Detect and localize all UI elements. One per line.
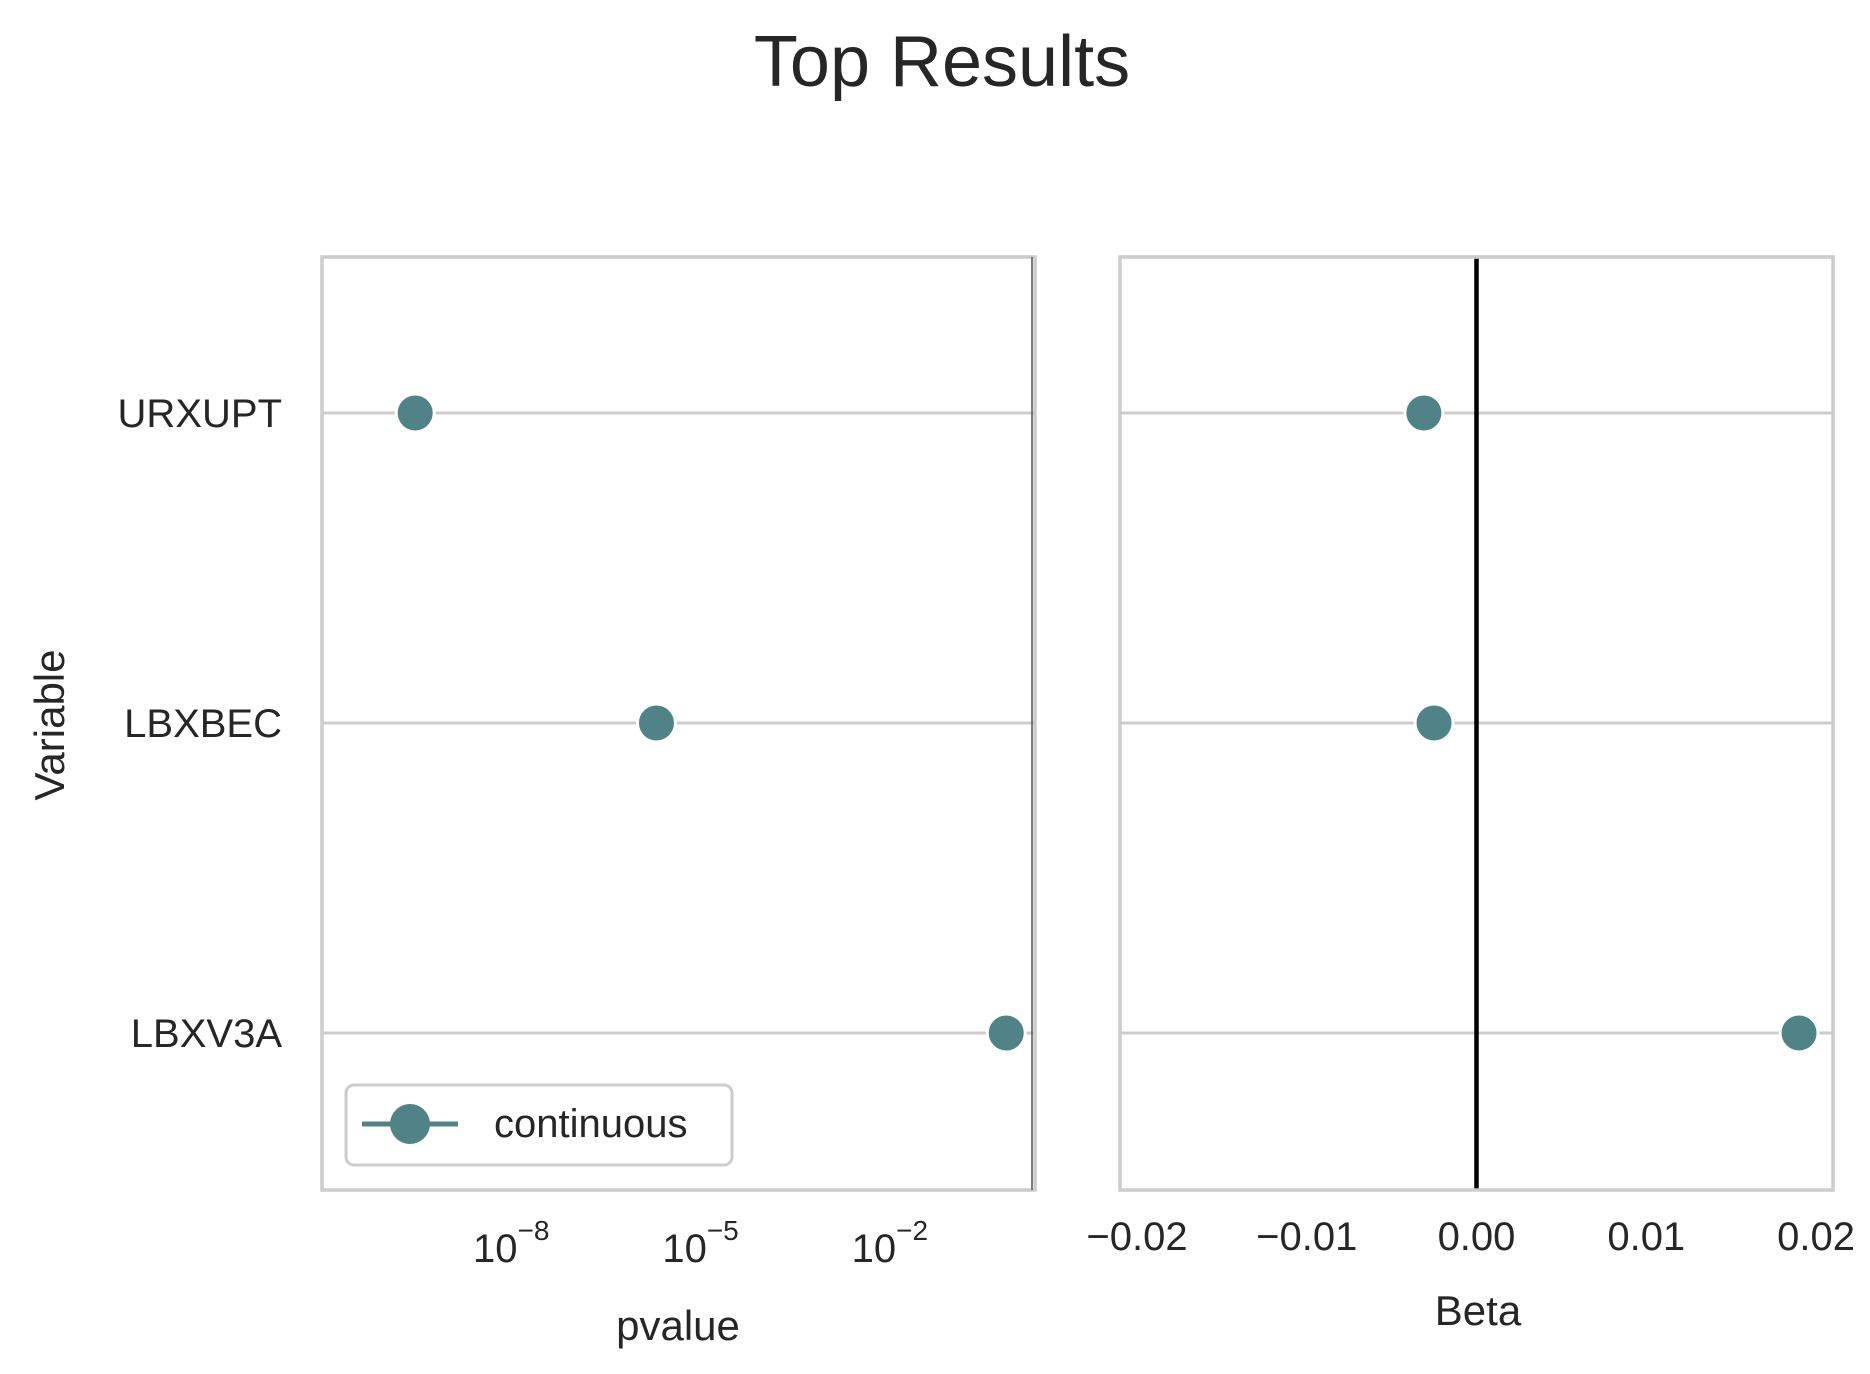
data-point [1778,1012,1820,1054]
data-point [1403,392,1445,434]
data-point [985,1012,1027,1054]
x-axis-label-beta: Beta [1435,1287,1522,1334]
x-tick-label: 0.01 [1607,1215,1685,1259]
data-point [635,702,677,744]
data-point [394,392,436,434]
legend-label: continuous [494,1102,687,1146]
data-point [1413,702,1455,744]
x-axis-label-pvalue: pvalue [616,1302,740,1349]
x-tick-label: 10−2 [852,1215,928,1271]
pvalue-panel: 10−8 10−5 10−2 continuous [320,255,1037,1271]
y-tick-label: LBXV3A [131,1012,283,1056]
x-tick-label: 0.02 [1777,1215,1855,1259]
y-tick-label: LBXBEC [124,702,282,746]
x-tick-label: −0.02 [1086,1215,1187,1259]
x-tick-label: 0.00 [1438,1215,1516,1259]
y-axis-label: Variable [26,650,73,801]
legend: continuous [344,1083,734,1167]
axes-frame [320,255,1037,1192]
beta-panel: −0.02 −0.01 0.00 0.01 0.02 [1086,255,1855,1259]
legend-marker [390,1104,430,1144]
legend-box [344,1083,734,1167]
x-tick-label: 10−8 [473,1215,549,1271]
x-tick-label: 10−5 [662,1215,738,1271]
axes-frame [1118,255,1835,1192]
chart-title: Top Results [754,22,1130,102]
x-tick-label: −0.01 [1256,1215,1357,1259]
y-tick-label: URXUPT [118,392,282,436]
